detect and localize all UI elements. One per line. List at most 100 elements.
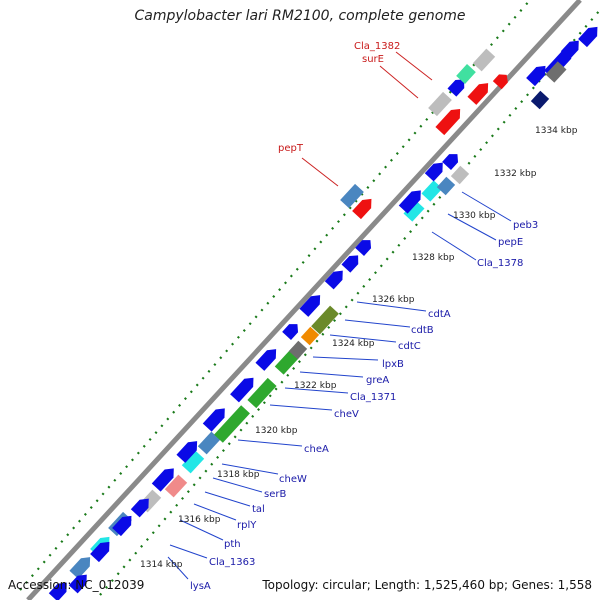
callout-line-5 <box>212 477 263 493</box>
kbp-tick-1328: 1328 kbp <box>412 253 455 263</box>
accession-text: Accession: NC_012039 <box>8 578 145 592</box>
gene-feature-fwd-23 <box>578 26 598 48</box>
gene-label-tal: tal <box>252 504 265 515</box>
gene-feature-rev-19 <box>428 91 452 117</box>
gene-feature-rev-4 <box>151 468 174 492</box>
gene-feature-fwd-1 <box>69 557 91 579</box>
gene-feature-rev-12 <box>341 255 359 273</box>
gene-label-rplY: rplY <box>237 520 257 531</box>
callout-line-red-2 <box>395 51 433 81</box>
gene-label-surE: surE <box>362 54 384 65</box>
gene-feature-fwd-15 <box>421 180 443 202</box>
callout-line-7 <box>237 439 303 447</box>
gene-feature-rev-13 <box>355 240 372 256</box>
callout-line-14 <box>356 301 427 312</box>
gene-feature-rev-22 <box>472 48 496 72</box>
gene-label-pth: pth <box>224 539 241 550</box>
gene-feature-fwd-14 <box>403 200 425 222</box>
gene-features <box>48 26 598 600</box>
gene-label-cheW: cheW <box>279 474 307 485</box>
gene-feature-rev-16 <box>442 154 459 170</box>
kbp-tick-1314: 1314 kbp <box>140 560 183 570</box>
callout-line-12 <box>329 334 397 343</box>
callout-line-9 <box>284 387 349 394</box>
gene-feature-fwd-17 <box>450 165 470 185</box>
gene-feature-rev-14 <box>398 190 421 214</box>
gene-label-Cla_1382: Cla_1382 <box>354 41 400 52</box>
gene-feature-rev-23 <box>526 65 546 87</box>
gene-feature-rev-1 <box>90 541 110 563</box>
gene-label-cdtC: cdtC <box>398 341 421 352</box>
callout-line-4 <box>204 491 251 507</box>
gene-label-Cla_1363: Cla_1363 <box>209 557 255 568</box>
gene-feature-rev-9 <box>282 324 299 340</box>
gene-feature-rev-6 <box>202 408 225 432</box>
gene-label-serB: serB <box>264 489 286 500</box>
callout-line-10 <box>299 371 364 378</box>
callout-line-17 <box>461 191 512 222</box>
gene-feature-rev-20 <box>447 79 465 97</box>
gene-feature-fwd-8 <box>214 405 250 443</box>
gene-feature-fwd-21 <box>530 90 550 110</box>
gene-label-pepT: pepT <box>278 143 304 154</box>
gene-feature-rev-17 <box>340 183 364 209</box>
gene-feature-rev-11 <box>324 270 343 290</box>
tick-dots-inner <box>99 9 600 596</box>
kbp-ticks: 1314 kbp 1316 kbp 1318 kbp 1320 kbp 1322… <box>140 126 578 570</box>
gene-feature-rev-25 <box>560 40 579 60</box>
callout-line-0 <box>167 556 189 580</box>
gene-feature-fwd-13 <box>311 305 339 335</box>
gene-feature-rev-7 <box>230 377 254 403</box>
gene-label-lysA: lysA <box>190 581 211 592</box>
callout-line-1 <box>169 544 208 559</box>
kbp-tick-1320: 1320 kbp <box>255 426 298 436</box>
gene-label-peb3: peb3 <box>513 220 538 231</box>
gene-labels: lysA Cla_1363 pth rplY tal serB cheW che… <box>190 220 538 592</box>
gene-feature-fwd-19 <box>467 83 489 105</box>
kbp-tick-1326: 1326 kbp <box>372 295 415 305</box>
map-title: Campylobacter lari RM2100, complete geno… <box>134 8 466 24</box>
callout-line-15 <box>431 231 477 261</box>
gene-label-greA: greA <box>366 375 389 386</box>
gene-feature-rev-0 <box>68 574 87 594</box>
kbp-tick-1332: 1332 kbp <box>494 169 537 179</box>
gene-label-pepE: pepE <box>498 237 523 248</box>
gene-label-cheV: cheV <box>334 409 359 420</box>
gene-feature-rev-5 <box>176 441 198 463</box>
gene-feature-rev-8 <box>255 349 277 371</box>
gene-feature-rev-18 <box>352 198 372 220</box>
kbp-tick-1330: 1330 kbp <box>453 211 496 221</box>
callout-line-13 <box>344 319 411 328</box>
topology-text: Topology: circular; Length: 1,525,460 bp… <box>262 578 592 592</box>
callout-lines <box>167 51 512 580</box>
gene-feature-rev-24 <box>545 61 567 83</box>
gene-label-cdtB: cdtB <box>411 325 434 336</box>
genome-backbone <box>26 0 582 600</box>
gene-feature-fwd-7 <box>197 431 221 455</box>
callout-line-red-1 <box>379 65 419 99</box>
gene-label-lpxB: lpxB <box>382 359 404 370</box>
gene-feature-fwd-11 <box>288 340 308 360</box>
gene-feature-fwd-16 <box>436 176 456 196</box>
gene-feature-rev-15 <box>424 162 443 182</box>
kbp-tick-1324: 1324 kbp <box>332 339 375 349</box>
gene-feature-fwd-20 <box>492 74 508 90</box>
gene-feature-rev-3 <box>130 498 149 518</box>
gene-feature-fwd-0 <box>48 582 67 600</box>
callout-line-11 <box>312 356 379 361</box>
gene-feature-fwd-6 <box>181 450 205 474</box>
gene-feature-fwd-5 <box>164 474 188 498</box>
gene-feature-fwd-12 <box>300 326 320 346</box>
gene-feature-rev-2 <box>112 515 132 537</box>
gene-labels-red: pepT surE Cla_1382 <box>278 41 400 154</box>
callout-line-8 <box>269 404 333 411</box>
gene-label-cheA: cheA <box>304 444 329 455</box>
gene-feature-fwd-9 <box>247 377 277 409</box>
gene-feature-fwd-18 <box>435 108 461 136</box>
gene-label-Cla_1378: Cla_1378 <box>477 258 523 269</box>
callout-line-2 <box>179 519 224 541</box>
kbp-tick-1316: 1316 kbp <box>178 515 221 525</box>
gene-label-cdtA: cdtA <box>428 309 451 320</box>
gene-feature-rev-10 <box>299 295 321 317</box>
